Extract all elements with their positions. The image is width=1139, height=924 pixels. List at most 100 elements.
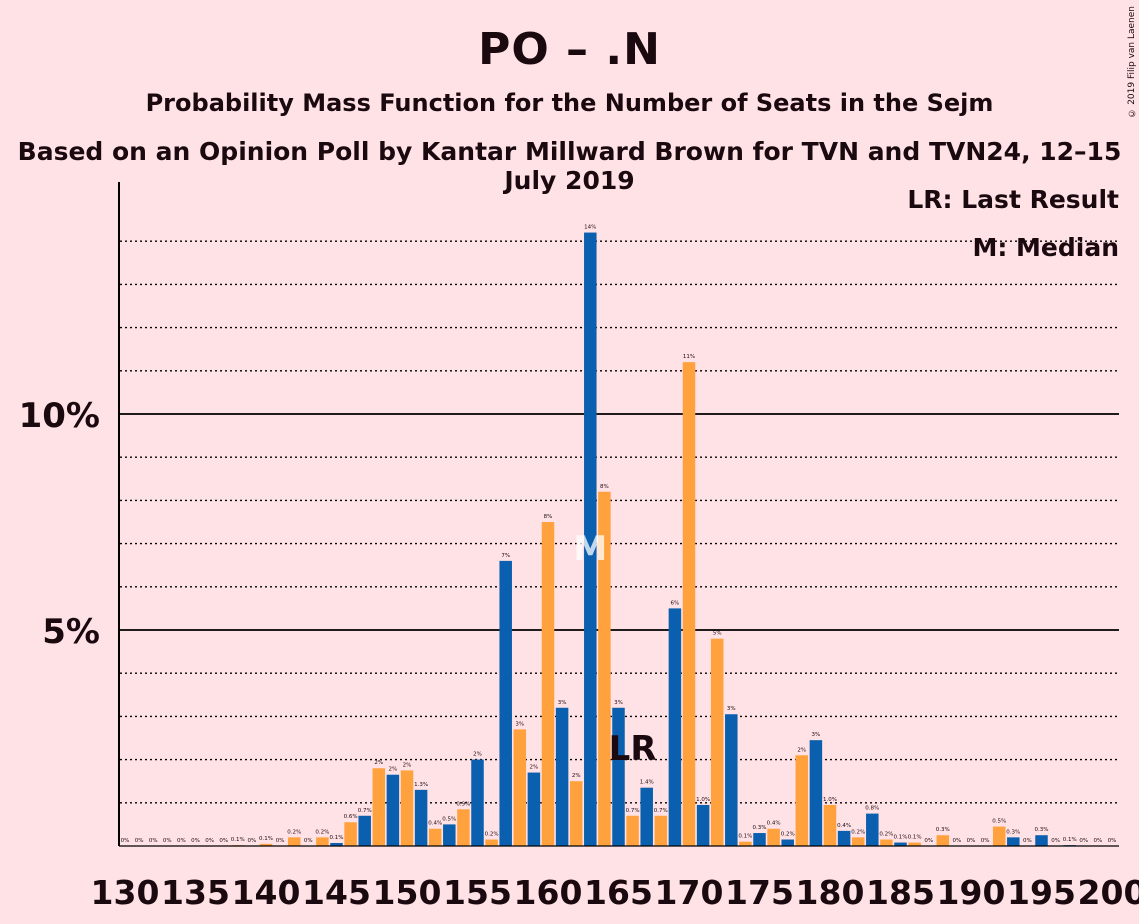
bar-value-label: 7% — [501, 553, 510, 559]
bar-value-label: 0.5% — [442, 816, 456, 822]
x-tick-label: 190 — [937, 873, 1006, 912]
bar-seat-177 — [781, 839, 794, 846]
bar-seat-154 — [457, 809, 470, 846]
bar-value-label: 8% — [544, 514, 553, 520]
bar-value-label: 2% — [797, 747, 806, 753]
bar-value-label: 0% — [1079, 838, 1088, 844]
bar-value-label: 0% — [276, 838, 285, 844]
bar-value-label: 0% — [248, 838, 257, 844]
markers-group: M LR — [573, 529, 656, 769]
bar-seat-145 — [330, 842, 343, 846]
bar-seat-170 — [682, 362, 696, 846]
bar-value-label: 0% — [177, 838, 186, 844]
bar-value-label: 0.1% — [738, 834, 752, 840]
bar-value-label: 2% — [572, 773, 581, 779]
bar-value-label: 0.6% — [344, 814, 358, 820]
bar-value-label: 0.7% — [358, 808, 372, 814]
bar-value-label: 0% — [967, 838, 976, 844]
bar-value-label: 0% — [1023, 838, 1032, 844]
bar-seat-146 — [344, 822, 357, 846]
bar-value-label: 8% — [600, 484, 609, 490]
x-tick-label: 185 — [866, 873, 935, 912]
bar-value-label: 3% — [558, 700, 567, 706]
bar-value-label: 2% — [389, 767, 398, 773]
bar-seat-152 — [428, 828, 442, 846]
last-result-marker: LR — [609, 729, 657, 769]
chart-source-subtitle: Based on an Opinion Poll by Kantar Millw… — [17, 137, 1122, 195]
bar-seat-169 — [668, 608, 682, 846]
bar-seat-175 — [753, 833, 766, 846]
bar-value-label: 0% — [924, 838, 933, 844]
bar-value-label: 0% — [1051, 838, 1060, 844]
bar-seat-150 — [400, 770, 414, 846]
bar-seat-183 — [866, 813, 879, 846]
bars-group — [231, 232, 1076, 846]
bar-seat-176 — [767, 828, 780, 846]
bar-seat-165 — [612, 707, 625, 846]
bar-value-label: 0.1% — [259, 836, 273, 842]
bar-value-label: 0% — [981, 838, 990, 844]
x-tick-label: 160 — [514, 873, 583, 912]
bar-seat-193 — [1007, 837, 1020, 846]
bar-value-label: 0.3% — [753, 825, 767, 831]
bar-value-label: 0.2% — [851, 829, 865, 835]
bar-seat-148 — [372, 768, 386, 846]
bar-seat-182 — [851, 837, 865, 846]
bar-value-label: 2% — [473, 752, 482, 758]
bar-value-label: 0.1% — [1063, 837, 1077, 843]
bar-value-label: 0.4% — [428, 821, 442, 827]
bar-seat-186 — [908, 842, 921, 846]
bar-seat-153 — [443, 824, 456, 846]
bar-value-label: 0% — [953, 838, 962, 844]
bar-value-label: 0.3% — [936, 827, 950, 833]
bar-seat-151 — [414, 789, 428, 846]
bar-seat-142 — [287, 837, 301, 846]
axes-group: 5% 10% 130 135 140 145 150 155 160 165 170 175 180 18… — [19, 182, 1139, 912]
bar-seat-140 — [259, 843, 273, 846]
x-tick-label: 200 — [1078, 873, 1139, 912]
bar-value-label: 1.3% — [414, 782, 428, 788]
bar-value-label: 2% — [530, 765, 539, 771]
bar-value-label: 0.7% — [626, 808, 640, 814]
bar-seat-168 — [654, 815, 668, 846]
legend-median: M: Median — [972, 233, 1119, 262]
bar-value-label: 0% — [205, 838, 214, 844]
bar-seat-164 — [598, 491, 611, 846]
bar-value-label: 0% — [135, 838, 144, 844]
bar-seat-149 — [386, 774, 400, 846]
bar-value-label: 0.8% — [865, 806, 879, 812]
x-tick-label: 170 — [655, 873, 724, 912]
bar-seat-166 — [626, 815, 639, 846]
x-tick-label: 135 — [161, 873, 230, 912]
y-tick-label: 10% — [19, 396, 100, 436]
bar-seat-192 — [992, 826, 1006, 846]
bar-value-label: 0.2% — [879, 832, 893, 838]
bar-value-label: 0.4% — [837, 823, 851, 829]
bar-value-label: 0% — [1094, 838, 1103, 844]
bar-seat-160 — [541, 522, 555, 846]
bar-seat-195 — [1035, 835, 1048, 846]
bar-seat-155 — [471, 759, 484, 846]
bar-seat-162 — [569, 781, 583, 846]
bar-seat-159 — [527, 772, 541, 846]
bar-value-label: 0.1% — [231, 837, 245, 843]
bar-value-label: 0% — [191, 838, 200, 844]
bar-seat-174 — [739, 841, 752, 846]
bar-value-label: 0% — [304, 838, 313, 844]
median-marker: M — [573, 529, 607, 569]
x-tick-label: 140 — [232, 873, 301, 912]
x-tick-label: 180 — [796, 873, 865, 912]
grid-lines — [120, 240, 1119, 804]
bar-value-label: 3% — [614, 700, 623, 706]
bar-seat-172 — [710, 638, 724, 846]
bar-seat-179 — [809, 740, 823, 846]
bar-seat-178 — [795, 755, 809, 846]
bar-seat-173 — [725, 714, 738, 846]
x-tick-label: 130 — [91, 873, 160, 912]
legend-last-result: LR: Last Result — [907, 185, 1119, 214]
bar-value-label: 0% — [1108, 838, 1117, 844]
bar-value-label: 0.2% — [315, 829, 329, 835]
x-tick-label: 175 — [725, 873, 794, 912]
bar-value-label: 0% — [219, 838, 228, 844]
bar-value-label: 0.2% — [287, 829, 301, 835]
